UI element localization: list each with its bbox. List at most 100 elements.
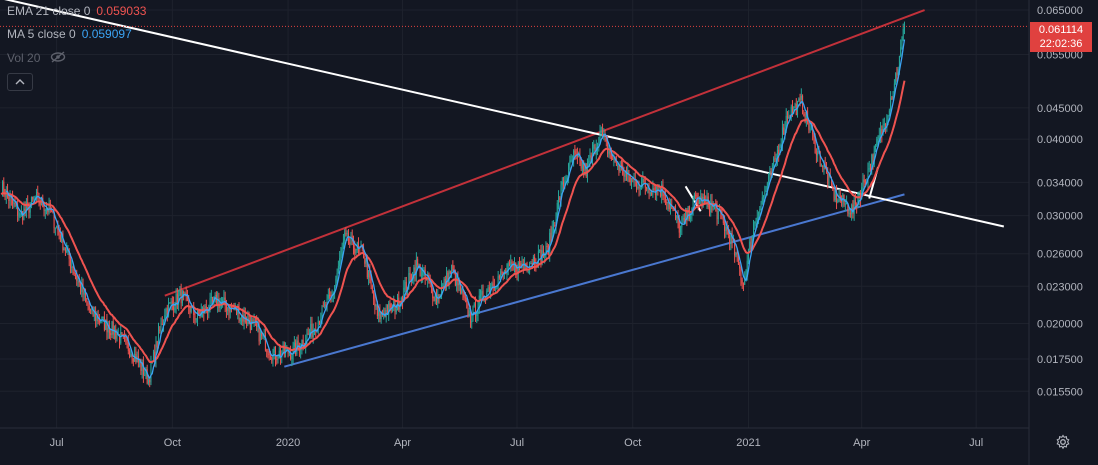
candle-body bbox=[290, 353, 292, 359]
candle-body bbox=[570, 160, 572, 162]
candle-body bbox=[613, 157, 615, 160]
candle-body bbox=[515, 262, 517, 273]
candle-body bbox=[817, 150, 819, 156]
candle-body bbox=[804, 115, 806, 123]
candle-body bbox=[370, 277, 372, 287]
candle-body bbox=[579, 154, 581, 161]
candle-body bbox=[563, 181, 565, 187]
candle-body bbox=[837, 200, 839, 203]
legend-ma-label: MA 5 close 0 bbox=[7, 27, 76, 41]
candle-body bbox=[813, 134, 815, 137]
legend-ma[interactable]: MA 5 close 0 0.059097 bbox=[7, 26, 132, 42]
candle-body bbox=[841, 201, 843, 203]
price-tick-label: 0.055000 bbox=[1037, 49, 1083, 61]
candle-body bbox=[131, 354, 133, 359]
candle-body bbox=[608, 150, 610, 154]
price-axis: 0.065000 0.055000 0.045000 0.040000 0.034000… bbox=[1037, 5, 1083, 398]
candle-body bbox=[622, 165, 624, 175]
candle-body bbox=[302, 339, 304, 346]
candle-body bbox=[164, 315, 166, 321]
candle-body bbox=[885, 124, 887, 128]
candle-body bbox=[615, 162, 617, 167]
candle-body bbox=[308, 333, 310, 335]
legend-ema[interactable]: EMA 21 close 0 0.059033 bbox=[7, 3, 146, 19]
candle-body bbox=[144, 375, 146, 377]
candle-body bbox=[119, 334, 121, 344]
candle-body bbox=[266, 350, 268, 352]
candle-body bbox=[103, 316, 105, 330]
candle-body bbox=[619, 165, 621, 172]
candle-body bbox=[126, 337, 128, 342]
candle-body bbox=[600, 130, 602, 132]
candle-body bbox=[802, 95, 804, 114]
candle-body bbox=[136, 356, 138, 363]
candle-body bbox=[414, 267, 416, 275]
candle-body bbox=[589, 155, 591, 162]
candle-body bbox=[895, 73, 897, 84]
candle-body bbox=[875, 145, 877, 147]
eye-crossed-icon[interactable] bbox=[50, 51, 66, 67]
candle-body bbox=[545, 245, 547, 255]
candle-body bbox=[111, 321, 113, 336]
candle-body bbox=[849, 213, 851, 215]
candle-body bbox=[324, 304, 326, 307]
candle-body bbox=[706, 196, 708, 202]
settings-gear-icon[interactable] bbox=[1055, 434, 1071, 455]
candle-body bbox=[329, 294, 331, 296]
candle-body bbox=[408, 273, 410, 288]
candle-body bbox=[632, 178, 634, 180]
candle-body bbox=[588, 161, 590, 163]
candle-body bbox=[166, 308, 168, 316]
candle-body bbox=[18, 215, 20, 217]
candle-body bbox=[578, 154, 580, 157]
candle-body bbox=[259, 331, 261, 342]
candle-body bbox=[261, 331, 263, 336]
candle-body bbox=[458, 283, 460, 286]
candle-body bbox=[529, 263, 531, 269]
legend-volume[interactable]: Vol 20 bbox=[7, 50, 66, 67]
candle-body bbox=[214, 294, 216, 297]
candle-body bbox=[432, 288, 434, 299]
candle-body bbox=[433, 298, 435, 302]
candle-body bbox=[612, 158, 614, 160]
candle-body bbox=[100, 322, 102, 324]
collapse-legend-button[interactable] bbox=[7, 73, 33, 91]
candle-body bbox=[471, 320, 473, 323]
candle-body bbox=[419, 264, 421, 277]
candle-body bbox=[4, 193, 6, 197]
candle-body bbox=[344, 232, 346, 241]
candle-body bbox=[102, 316, 104, 318]
candle-body bbox=[134, 353, 136, 362]
candle-body bbox=[88, 306, 90, 310]
candle-body bbox=[152, 351, 154, 362]
candle-body bbox=[512, 265, 514, 267]
candle-body bbox=[327, 294, 329, 299]
candle-body bbox=[349, 242, 351, 244]
candle-body bbox=[686, 211, 688, 220]
candle-body bbox=[758, 217, 760, 219]
candle-body bbox=[872, 154, 874, 165]
candle-body bbox=[168, 302, 170, 316]
candle-body bbox=[898, 55, 900, 69]
candle-body bbox=[251, 319, 253, 330]
candle-body bbox=[415, 259, 417, 275]
candle-body bbox=[62, 233, 64, 251]
candle-body bbox=[346, 233, 348, 235]
candle-body bbox=[897, 68, 899, 75]
candle-body bbox=[800, 95, 802, 100]
candle-body bbox=[140, 361, 142, 371]
candle-body bbox=[703, 196, 705, 200]
bar-countdown: 22:02:36 bbox=[1039, 38, 1083, 50]
candle-body bbox=[205, 306, 207, 310]
candle-body bbox=[390, 303, 392, 311]
candle-body bbox=[69, 258, 71, 268]
candle-body bbox=[237, 308, 239, 314]
candle-body bbox=[848, 213, 850, 215]
candle-body bbox=[641, 181, 643, 187]
candle-body bbox=[664, 196, 666, 202]
candle-body bbox=[741, 279, 743, 284]
candle-body bbox=[794, 103, 796, 107]
candlestick-series bbox=[2, 21, 905, 388]
candle-body bbox=[273, 347, 275, 353]
